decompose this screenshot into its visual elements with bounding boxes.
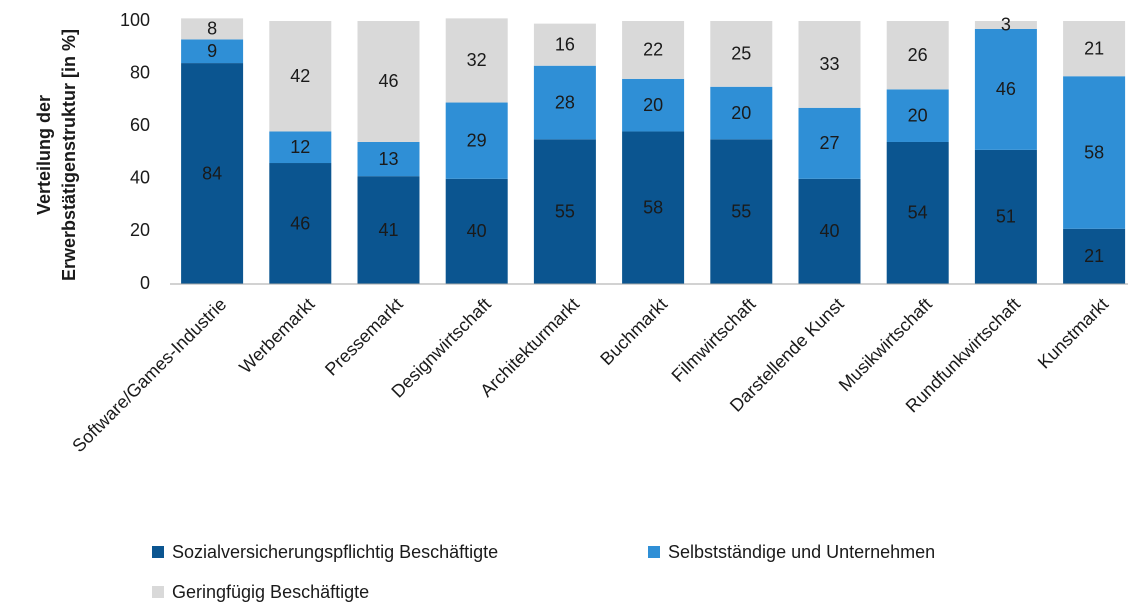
x-tick-label: Kunstmarkt: [1034, 294, 1113, 373]
data-label: 40: [819, 221, 839, 241]
bar-segment: [445, 18, 508, 103]
bar-segment: [710, 21, 773, 87]
bar-segment: [622, 131, 685, 284]
bar-segment: [357, 141, 420, 177]
y-tick-label: 80: [130, 62, 150, 82]
y-tick-label: 20: [130, 220, 150, 240]
bar-segment: [357, 21, 420, 142]
data-label: 42: [290, 66, 310, 86]
x-tick-group: Musikwirtschaft: [835, 294, 936, 395]
bar-segment: [357, 176, 420, 284]
x-tick-group: Werbemarkt: [235, 294, 318, 377]
bar-segment: [886, 89, 949, 142]
bar-segment: [445, 178, 508, 284]
bar-segment: [798, 178, 861, 284]
data-label: 3: [1001, 15, 1011, 35]
x-tick-group: Buchmarkt: [596, 294, 671, 369]
x-tick-label: Pressemarkt: [321, 294, 407, 380]
bar-segment: [533, 65, 596, 140]
bar-segment: [974, 149, 1037, 284]
data-label: 55: [731, 201, 751, 221]
x-tick-label: Werbemarkt: [235, 294, 318, 377]
y-tick-label: 40: [130, 168, 150, 188]
bar-segment: [798, 107, 861, 179]
x-tick-group: Filmwirtschaft: [668, 294, 760, 386]
data-label: 13: [378, 149, 398, 169]
bar-segment: [710, 139, 773, 284]
bar-segment: [269, 21, 332, 132]
data-label: 46: [996, 79, 1016, 99]
bar-segment: [1063, 76, 1126, 229]
data-label: 46: [290, 213, 310, 233]
data-label: 58: [1084, 142, 1104, 162]
data-label: 41: [378, 220, 398, 240]
y-axis-label: Verteilung der: [34, 95, 54, 215]
data-label: 32: [467, 50, 487, 70]
y-axis-label: Erwerbstätigenstruktur [in %]: [59, 29, 79, 281]
bar-segment: [181, 63, 244, 284]
bar-segment: [1063, 228, 1126, 284]
y-tick-label: 0: [140, 273, 150, 293]
data-label: 26: [908, 45, 928, 65]
data-label: 54: [908, 203, 928, 223]
bar-segment: [974, 21, 1037, 29]
data-label: 29: [467, 130, 487, 150]
data-label: 16: [555, 34, 575, 54]
bar-segment: [974, 28, 1037, 150]
legend-label: Selbstständige und Unternehmen: [668, 542, 935, 562]
x-tick-group: Kunstmarkt: [1034, 294, 1113, 373]
x-tick-label: Software/Games-Industrie: [68, 294, 230, 456]
data-label: 20: [731, 103, 751, 123]
bar-segment: [886, 21, 949, 90]
legend-label: Geringfügig Beschäftigte: [172, 582, 369, 602]
data-label: 20: [643, 95, 663, 115]
bar-segment: [181, 18, 244, 40]
data-label: 40: [467, 221, 487, 241]
legend-label: Sozialversicherungspflichtig Beschäftigt…: [172, 542, 498, 562]
data-label: 58: [643, 197, 663, 217]
data-label: 25: [731, 44, 751, 64]
x-tick-label: Musikwirtschaft: [835, 294, 936, 395]
data-label: 9: [207, 41, 217, 61]
legend-swatch: [152, 586, 164, 598]
bar-segment: [886, 141, 949, 284]
data-label: 27: [819, 133, 839, 153]
data-label: 21: [1084, 246, 1104, 266]
y-tick-label: 100: [120, 10, 150, 30]
data-label: 51: [996, 207, 1016, 227]
data-label: 55: [555, 201, 575, 221]
data-label: 84: [202, 163, 222, 183]
legend-swatch: [648, 546, 660, 558]
data-label: 46: [378, 71, 398, 91]
bar-segment: [533, 139, 596, 284]
bar-segment: [181, 39, 244, 64]
bar-segment: [710, 86, 773, 140]
data-label: 20: [908, 105, 928, 125]
data-label: 8: [207, 19, 217, 39]
bar-segment: [622, 78, 685, 132]
x-tick-group: Pressemarkt: [321, 294, 407, 380]
bar-segment: [533, 23, 596, 66]
bar-segment: [622, 21, 685, 79]
bar-segment: [269, 131, 332, 164]
data-label: 28: [555, 92, 575, 112]
bar-segment: [269, 163, 332, 284]
data-label: 12: [290, 137, 310, 157]
bar-segment: [445, 102, 508, 179]
x-tick-label: Buchmarkt: [596, 294, 671, 369]
x-tick-label: Filmwirtschaft: [668, 294, 760, 386]
data-label: 22: [643, 40, 663, 60]
bar-segment: [1063, 21, 1126, 77]
data-label: 33: [819, 54, 839, 74]
y-tick-label: 60: [130, 115, 150, 135]
legend-swatch: [152, 546, 164, 558]
x-tick-group: Software/Games-Industrie: [68, 294, 230, 456]
data-label: 21: [1084, 38, 1104, 58]
bar-segment: [798, 21, 861, 108]
